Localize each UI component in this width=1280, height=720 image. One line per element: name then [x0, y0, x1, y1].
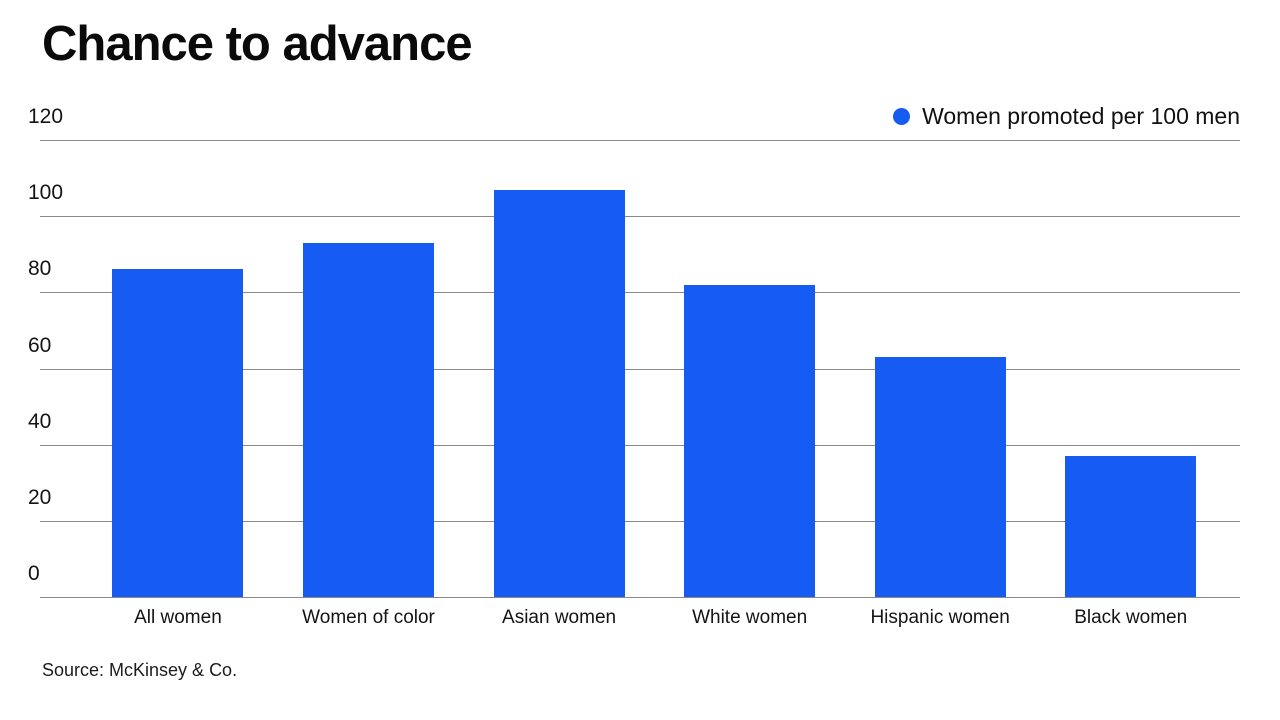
gridline-120 [40, 140, 1240, 141]
bar-hispanic-women [874, 357, 1006, 597]
bar-white-women [684, 284, 816, 597]
x-tick-label-hispanic-women: Hispanic women [870, 607, 1010, 628]
y-tick-label-40: 40 [28, 409, 52, 433]
chart-title: Chance to advance [42, 17, 473, 71]
legend-label: Women promoted per 100 men [922, 102, 1240, 129]
gridline-40 [40, 444, 1240, 446]
bar-black-women [1065, 456, 1197, 597]
bar-all-women [112, 269, 244, 597]
x-tick-label-asian-women: Asian women [502, 607, 617, 628]
source-note: Source: McKinsey & Co. [42, 660, 238, 680]
y-tick-label-0: 0 [28, 562, 40, 585]
bar-women-of-color [303, 242, 435, 597]
gridline-60 [40, 368, 1240, 370]
legend-dot-icon [893, 107, 911, 125]
gridline-20 [40, 520, 1240, 522]
y-tick-label-100: 100 [28, 181, 64, 205]
gridline-100 [40, 216, 1240, 218]
y-tick-label-20: 20 [28, 485, 52, 509]
x-tick-label-women-of-color: Women of color [302, 607, 435, 628]
bar-asian-women [493, 189, 625, 597]
legend: Women promoted per 100 men [893, 101, 1240, 131]
y-tick-label-60: 60 [28, 333, 52, 357]
y-tick-label-120: 120 [28, 105, 64, 128]
x-tick-label-white-women: White women [692, 607, 808, 628]
y-tick-label-80: 80 [28, 257, 52, 281]
gridline-80 [40, 292, 1240, 294]
gridline-0 [40, 597, 1240, 598]
x-tick-label-all-women: All women [134, 607, 222, 628]
x-tick-label-black-women: Black women [1074, 607, 1188, 628]
